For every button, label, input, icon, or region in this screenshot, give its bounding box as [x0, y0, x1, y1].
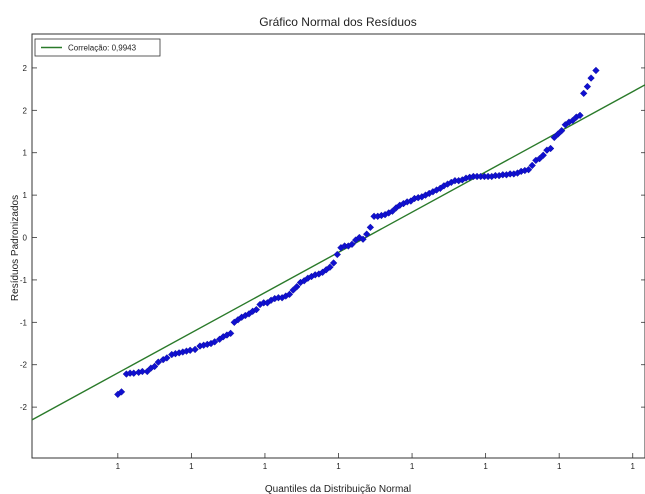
x-axis-ticks: 1 1 1 1 1 1 1 1 — [116, 453, 636, 471]
y-tick-label: 2 — [23, 106, 28, 115]
data-point — [210, 338, 219, 346]
legend: Correlação: 0,9943 — [34, 38, 161, 57]
data-point — [154, 358, 162, 366]
y-tick-label: 1 — [23, 191, 28, 200]
data-point — [524, 165, 533, 174]
data-point — [138, 367, 147, 376]
data-point — [326, 263, 334, 271]
residual-points — [114, 66, 600, 399]
data-point — [580, 89, 588, 98]
data-point — [366, 223, 375, 232]
plot-area — [31, 33, 645, 459]
data-point — [117, 388, 126, 396]
data-point — [163, 354, 171, 362]
x-tick-label: 1 — [483, 462, 488, 471]
x-axis-label: Quantiles da Distribuição Normal — [265, 484, 411, 494]
plot-frame — [31, 33, 645, 459]
y-tick-label: 1 — [23, 149, 28, 158]
data-point — [583, 82, 592, 91]
data-point — [252, 305, 261, 314]
y-tick-label: 0 — [23, 234, 28, 243]
data-point — [329, 259, 338, 267]
y-axis-label: Resíduos Padronizados — [10, 195, 21, 301]
data-point — [363, 230, 371, 238]
data-point — [150, 362, 159, 371]
x-tick-label: 1 — [189, 462, 194, 471]
data-point — [333, 250, 341, 259]
data-point — [576, 111, 584, 120]
data-point — [293, 283, 301, 291]
data-point — [191, 345, 199, 354]
y-tick-label: 2 — [23, 64, 28, 73]
legend-label: Correlação: 0,9943 — [68, 44, 137, 53]
legend-box — [34, 38, 161, 57]
x-tick-label: 1 — [116, 462, 121, 471]
y-tick-label: -2 — [20, 361, 28, 370]
y-tick-label: -1 — [20, 276, 28, 285]
data-point — [592, 66, 600, 75]
data-point — [587, 74, 595, 82]
data-point — [546, 144, 555, 153]
y-tick-label: -2 — [20, 403, 28, 412]
data-point — [528, 161, 536, 170]
data-point — [359, 235, 367, 243]
x-tick-label: 1 — [410, 462, 415, 471]
chart-title: Gráfico Normal dos Resíduos — [259, 15, 416, 29]
y-tick-label: -1 — [20, 318, 28, 327]
data-point — [539, 151, 547, 159]
x-tick-label: 1 — [263, 462, 268, 471]
y-axis-ticks: 2 2 1 1 0 -1 -1 -2 -2 — [20, 64, 645, 412]
x-tick-label: 1 — [336, 462, 341, 471]
x-tick-label: 1 — [557, 462, 562, 471]
data-point — [226, 329, 235, 338]
data-point — [348, 240, 356, 248]
data-point — [557, 126, 566, 135]
data-point — [285, 290, 294, 299]
x-tick-label: 1 — [631, 462, 636, 471]
